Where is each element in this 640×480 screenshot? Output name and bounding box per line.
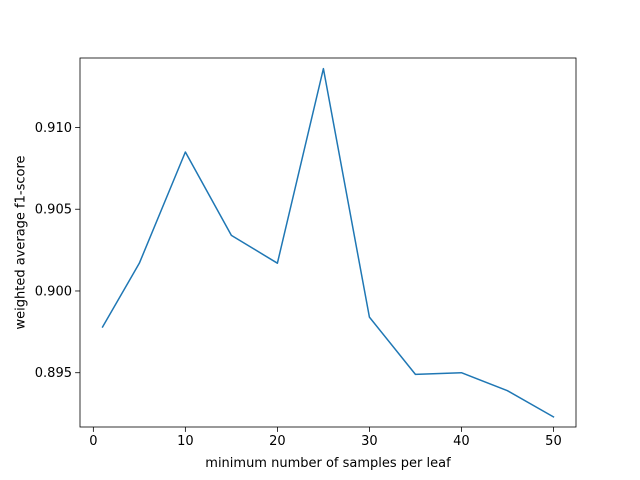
x-axis-label: minimum number of samples per leaf: [205, 456, 451, 471]
x-tick-label: 30: [361, 434, 378, 449]
y-tick-label: 0.905: [35, 203, 72, 218]
plot-frame: [79, 57, 577, 428]
x-tick-label: 20: [269, 434, 286, 449]
x-axis-ticks: 0 10 20 30 40 50: [89, 427, 562, 449]
y-tick-label: 0.895: [35, 366, 72, 381]
y-axis-ticks: 0.895 0.900 0.905 0.910: [35, 121, 80, 381]
y-tick-label: 0.910: [35, 121, 72, 136]
x-tick-label: 40: [453, 434, 470, 449]
y-axis-label: weighted average f1-score: [14, 155, 29, 329]
series-line: [101, 67, 555, 418]
y-tick-label: 0.900: [35, 284, 72, 299]
x-tick-label: 0: [89, 434, 97, 449]
x-tick-label: 50: [545, 434, 562, 449]
x-tick-label: 10: [177, 434, 194, 449]
